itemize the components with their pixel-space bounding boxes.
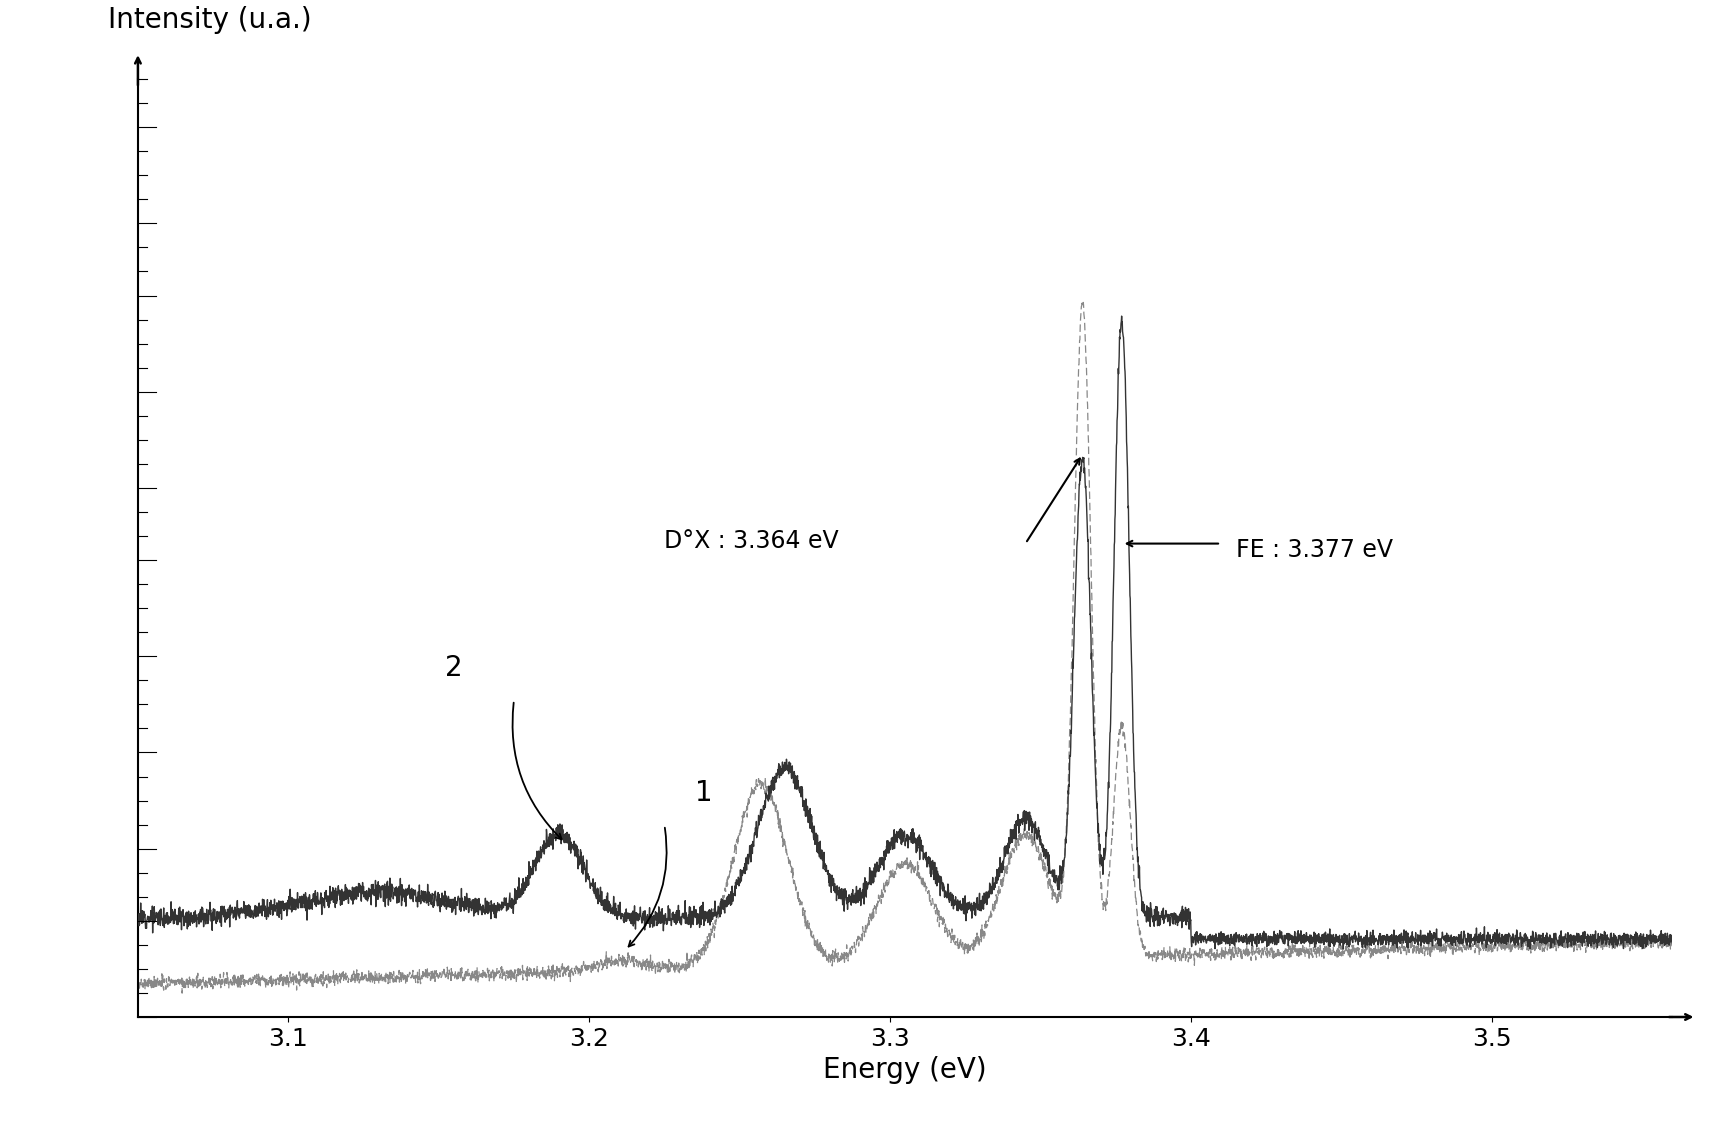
Text: D°X : 3.364 eV: D°X : 3.364 eV: [663, 529, 839, 553]
Text: FE : 3.377 eV: FE : 3.377 eV: [1235, 538, 1392, 562]
Text: 1: 1: [694, 779, 712, 807]
X-axis label: Energy (eV): Energy (eV): [824, 1057, 986, 1085]
Text: 2: 2: [445, 654, 462, 683]
Text: Intensity (u.a.): Intensity (u.a.): [109, 7, 312, 34]
